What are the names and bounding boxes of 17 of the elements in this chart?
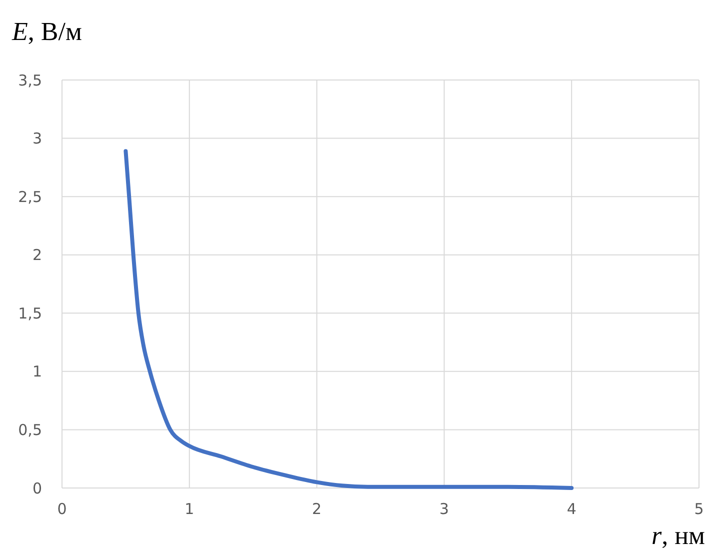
x-tick-label: 5 <box>694 500 704 518</box>
x-tick-label: 2 <box>312 500 322 518</box>
y-tick-label: 0 <box>32 479 42 498</box>
line-series <box>124 149 574 490</box>
y-tick-label: 1,5 <box>18 304 42 322</box>
y-tick-label: 2,5 <box>18 188 42 206</box>
y-axis-title: E, В/м <box>11 17 82 46</box>
x-tick-label: 1 <box>184 500 194 518</box>
x-tick-label: 3 <box>439 500 449 518</box>
y-tick-label: 1 <box>32 362 42 381</box>
y-tick-label: 0,5 <box>18 420 42 439</box>
x-tick-label: 4 <box>566 500 576 518</box>
x-axis-title: r, нм <box>652 521 705 550</box>
x-tick-label: 0 <box>57 500 67 518</box>
y-tick-label: 3 <box>32 130 42 148</box>
y-tick-label: 2 <box>32 246 42 264</box>
y-tick-label: 3,5 <box>18 71 42 90</box>
